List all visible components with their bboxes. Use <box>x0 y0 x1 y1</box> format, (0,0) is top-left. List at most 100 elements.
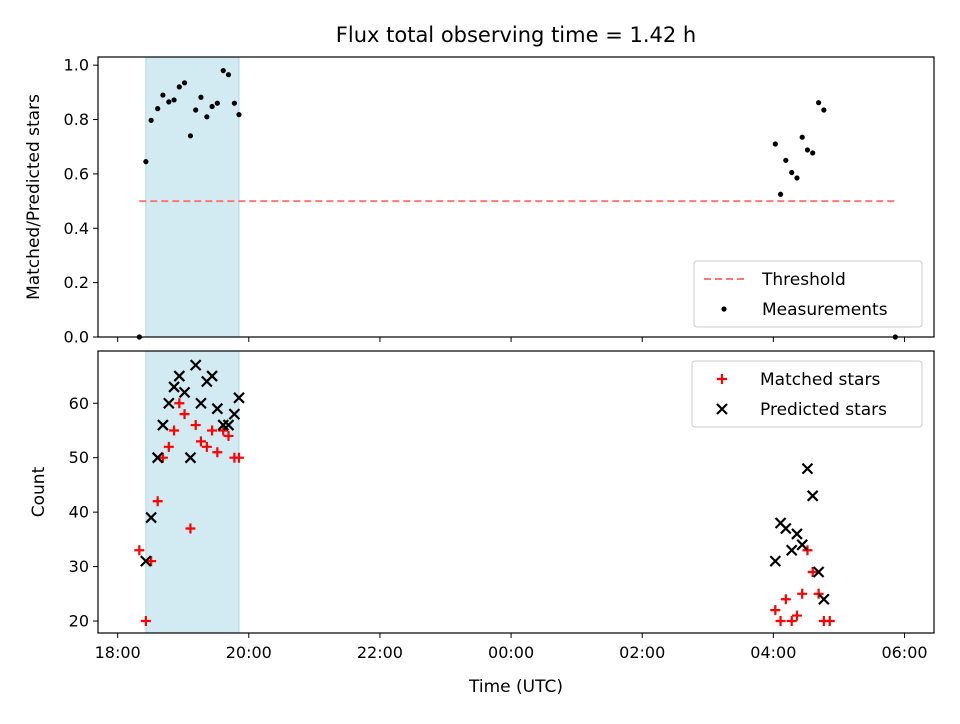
data-point <box>815 100 822 106</box>
data-point <box>791 528 803 540</box>
data-point <box>195 436 206 447</box>
series-0 <box>136 67 898 340</box>
data-point <box>810 150 816 156</box>
data-point <box>794 175 800 181</box>
data-point <box>169 425 180 436</box>
legend-box <box>693 260 923 328</box>
data-point <box>140 616 151 627</box>
shaded-interval <box>145 350 240 634</box>
data-point <box>201 441 212 452</box>
data-point <box>775 616 786 627</box>
data-point <box>231 100 237 106</box>
legend-marker <box>721 306 727 312</box>
data-point <box>209 103 215 110</box>
data-point <box>189 359 202 371</box>
data-point <box>207 425 218 436</box>
data-point <box>804 147 811 153</box>
y-tick-label: 60 <box>69 394 89 413</box>
data-point <box>214 100 220 106</box>
data-point <box>791 610 802 621</box>
x-axis-label: Time (UTC) <box>468 677 563 697</box>
data-point <box>185 523 196 534</box>
data-point <box>193 107 199 113</box>
data-point <box>174 398 185 409</box>
data-point <box>181 80 188 86</box>
data-point <box>160 92 166 98</box>
data-point <box>783 157 789 163</box>
x-tick-label: 02:00 <box>619 643 665 662</box>
series-0 <box>134 398 835 627</box>
data-point <box>157 452 168 463</box>
y-tick-label: 1.0 <box>64 56 89 75</box>
x-tick-label: 06:00 <box>881 643 927 662</box>
data-point <box>152 496 163 507</box>
data-point <box>166 99 172 105</box>
data-point <box>813 588 824 599</box>
data-point <box>143 159 149 165</box>
data-point <box>178 386 191 399</box>
data-point <box>184 451 197 464</box>
y-tick-label: 0.4 <box>64 219 89 238</box>
y-tick-label: 0.6 <box>64 164 89 183</box>
legend-label: Measurements <box>762 300 888 320</box>
data-point <box>173 370 186 382</box>
data-point <box>176 84 182 90</box>
data-point <box>801 462 814 475</box>
shaded-interval <box>145 56 240 338</box>
series-1 <box>140 359 830 606</box>
data-point <box>786 616 797 627</box>
data-point <box>233 392 245 404</box>
data-point <box>799 134 805 140</box>
data-point <box>802 545 813 556</box>
data-point <box>797 588 808 599</box>
y-tick-label: 40 <box>69 503 89 522</box>
data-point <box>796 539 808 551</box>
data-point <box>233 452 244 463</box>
chart-title: Flux total observing time = 1.42 h <box>336 23 696 47</box>
data-point <box>785 544 798 557</box>
data-point <box>134 545 145 556</box>
legend-label: Matched stars <box>760 370 880 390</box>
data-point <box>818 593 830 606</box>
data-point <box>807 567 818 578</box>
x-tick-label: 00:00 <box>488 643 534 662</box>
data-point <box>163 441 174 452</box>
legend-box <box>691 360 923 428</box>
data-point <box>179 409 190 420</box>
data-point <box>157 419 169 431</box>
x-tick-label: 22:00 <box>357 643 403 662</box>
data-point <box>225 72 232 78</box>
data-point <box>218 425 229 436</box>
y-tick-label: 30 <box>69 557 89 576</box>
data-point <box>187 133 194 139</box>
data-point <box>220 67 226 74</box>
y-axis-label: Matched/Predicted stars <box>24 94 44 300</box>
data-point <box>236 112 242 118</box>
data-point <box>821 107 827 113</box>
data-point <box>168 381 180 393</box>
y-tick-label: 0.0 <box>64 328 89 347</box>
y-tick-label: 50 <box>69 448 89 467</box>
legend-label: Threshold <box>761 270 846 290</box>
axes-frame <box>97 350 935 634</box>
top-panel: 0.0 0.2 0.4 0.6 0.8 1.0 Matched/Predicted star… <box>24 56 935 347</box>
data-point <box>777 191 784 197</box>
data-point <box>789 169 795 176</box>
legend-marker <box>716 403 728 415</box>
y-tick-label: 20 <box>69 612 89 631</box>
data-point <box>211 402 224 415</box>
y-tick-label: 0.2 <box>64 273 89 292</box>
data-point <box>223 430 234 441</box>
legend-label: Predicted stars <box>760 400 887 420</box>
data-point <box>772 141 778 147</box>
data-point <box>769 555 782 567</box>
data-point <box>145 511 157 524</box>
data-point <box>206 370 218 382</box>
data-point <box>198 94 204 100</box>
data-point <box>812 566 825 578</box>
data-point <box>148 117 154 123</box>
x-tick-label: 20:00 <box>226 643 272 662</box>
legend-marker <box>717 374 727 384</box>
